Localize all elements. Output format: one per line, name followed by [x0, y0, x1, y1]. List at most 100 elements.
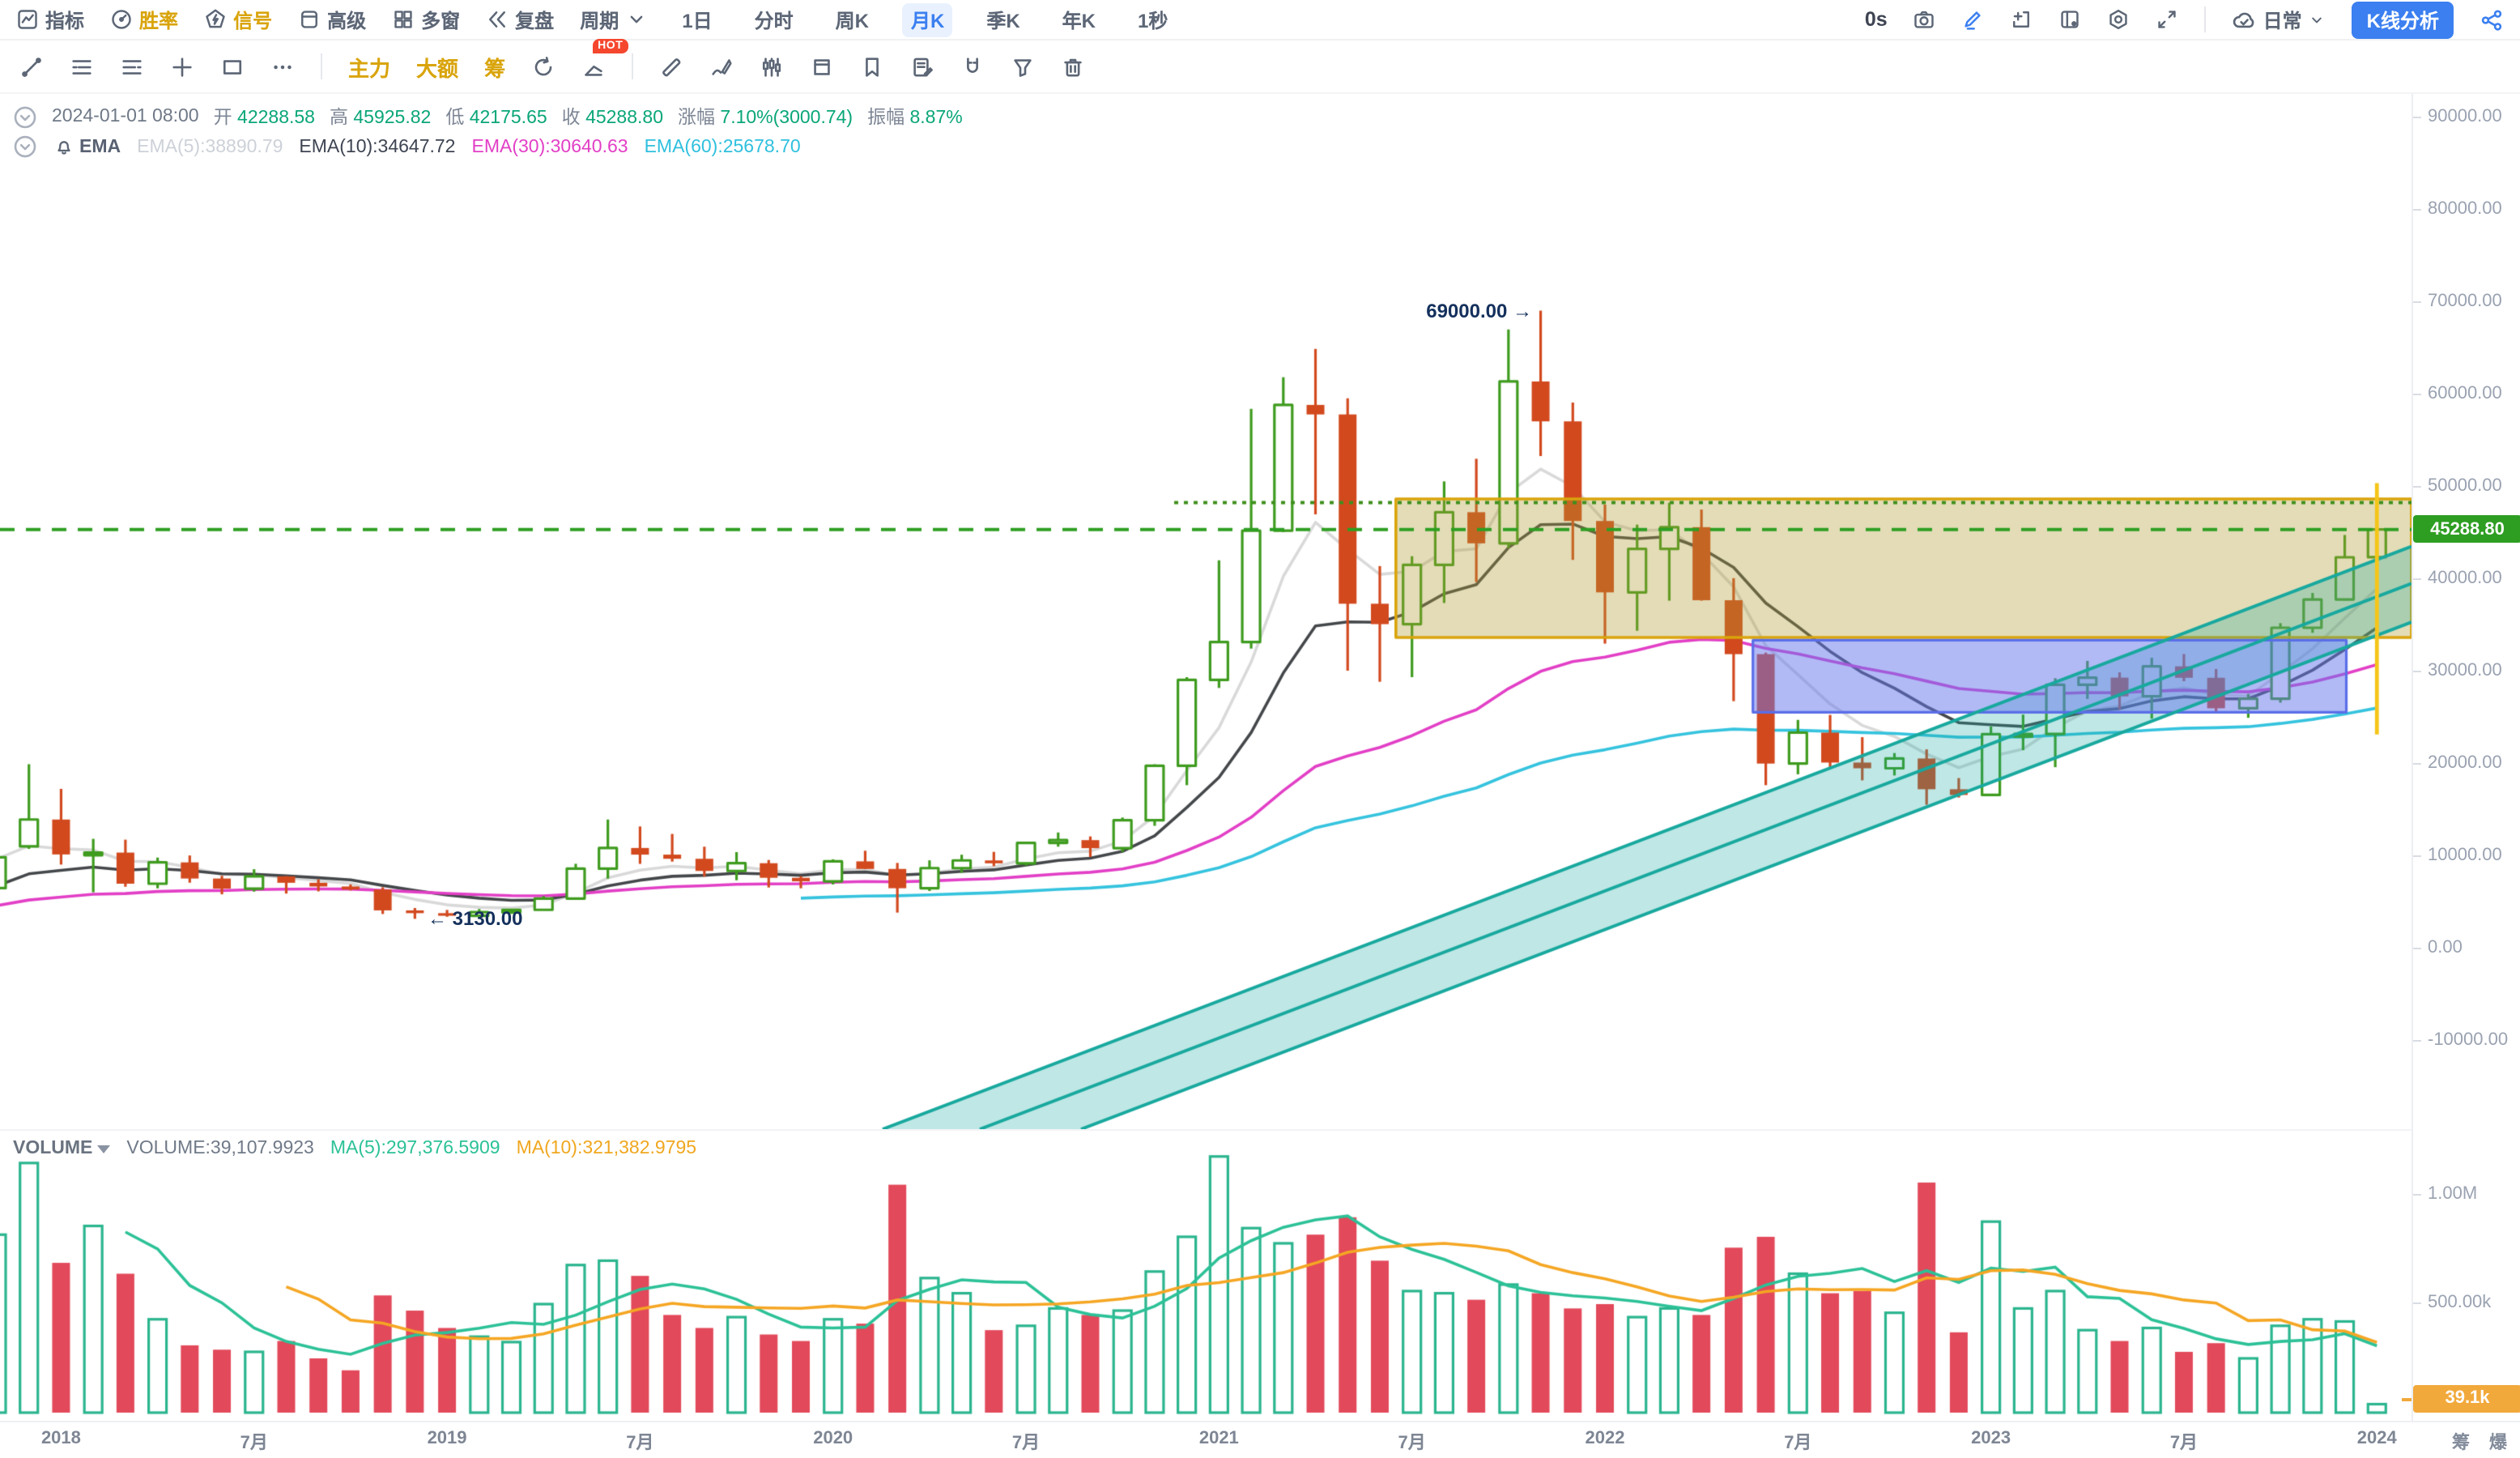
replay-icon [486, 8, 509, 31]
toolbar-item-label: 高级 [327, 9, 367, 32]
nut-icon[interactable] [2108, 8, 2131, 31]
volume-axis-label: 1.00M [2428, 1183, 2478, 1203]
toolbar-item-chips[interactable]: 筹 [484, 56, 506, 80]
toolbar-item-replay[interactable]: 复盘 [486, 6, 554, 33]
volume-dropdown[interactable]: VOLUME [13, 1139, 111, 1158]
cloud-sync-menu[interactable]: 日常 [2233, 6, 2326, 33]
tab-period-1s[interactable]: 1秒 [1138, 9, 1168, 32]
tab-period-week[interactable]: 周K [835, 9, 869, 32]
axis-tick [2413, 1194, 2421, 1196]
toolbar-item-multi-window[interactable]: 多窗 [392, 6, 460, 33]
toolbar-item-big-order[interactable]: 大额 [416, 56, 459, 80]
price-axis-label: 90000.00 [2428, 106, 2502, 126]
time-axis-label: 2020 [813, 1429, 853, 1448]
advanced-icon [298, 8, 321, 31]
tab-period-year[interactable]: 年K [1062, 9, 1096, 32]
bar-datetime: 2024-01-01 08:00 [52, 107, 199, 126]
cross-icon[interactable] [170, 54, 194, 79]
kline-analysis-button[interactable]: K线分析 [2352, 1, 2454, 38]
divider [632, 53, 634, 79]
funnel-icon[interactable] [1011, 54, 1035, 79]
toolbar-item-label: 复盘 [515, 9, 555, 32]
current-volume-tick [2402, 1398, 2411, 1401]
price-axis: 90000.00 80000.00 70000.00 60000.00 50000.00… [2402, 94, 2520, 1421]
axis-tick [2413, 1040, 2421, 1042]
ruler-icon[interactable] [659, 54, 683, 79]
box-icon[interactable] [810, 54, 834, 79]
angle-icon[interactable]: HOT [581, 38, 628, 79]
volume-axis-label: 500.00k [2428, 1292, 2492, 1311]
time-axis-label: 2021 [1198, 1429, 1239, 1448]
price-annotation-69000[interactable]: 69000.00 → [1426, 299, 1532, 322]
ohlc-pair: 低 42175.65 [445, 109, 547, 128]
panel-icon[interactable] [2059, 8, 2082, 31]
trend-line-icon[interactable] [19, 54, 44, 79]
top-toolbar: 指标 胜率 信号 高级 多窗 复盘 周期 1日 分时 周K 月K 季K 年K 1秒 0s 日常 K线分析 [0, 0, 2520, 40]
camera-icon[interactable] [1913, 8, 1936, 31]
price-axis-label: 0.00 [2428, 937, 2463, 957]
pencil-icon[interactable] [1962, 8, 1985, 31]
price-axis-label: 50000.00 [2428, 475, 2502, 495]
toolbar-right-icons [1913, 8, 2179, 31]
time-axis-label: 2023 [1971, 1429, 2011, 1448]
volume-ma10-value: MA(10):321,382.9795 [516, 1139, 697, 1158]
toolbar-item-main-force[interactable]: 主力 [348, 56, 391, 80]
multiwindow-icon [392, 8, 415, 31]
toolbar-item-period-menu[interactable]: 周期 [580, 6, 648, 33]
share-icon[interactable] [2480, 7, 2504, 32]
ohlc-pair: 开 42288.58 [213, 109, 315, 128]
collapse-chevron-icon[interactable] [13, 104, 37, 129]
volume-chart-canvas[interactable] [0, 1129, 2411, 1422]
current-price-tag: 45288.80 [2413, 515, 2520, 544]
magnet-icon[interactable] [960, 54, 985, 79]
toolbar-item-indicator[interactable]: 指标 [16, 6, 84, 33]
doc-edit-icon[interactable] [910, 54, 934, 79]
chips-toggle[interactable]: 筹 [2452, 1434, 2470, 1453]
volume-info-bar: VOLUME VOLUME:39,107.9923 MA(5):297,376.… [13, 1139, 696, 1158]
ohlc-pair: 涨幅 7.10%(3000.74) [678, 109, 853, 128]
ohlc-pair: 振幅 8.87% [867, 109, 963, 128]
time-axis-label: 2024 [2356, 1429, 2397, 1448]
pattern-icon[interactable] [760, 54, 784, 79]
main-chart-canvas[interactable] [0, 94, 2411, 1129]
toolbar-item-win-rate[interactable]: 胜率 [110, 6, 178, 33]
volume-value: VOLUME:39,107.9923 [126, 1139, 314, 1158]
burst-toggle[interactable]: 爆 [2489, 1434, 2507, 1453]
toolbar-item-signal[interactable]: 信号 [204, 6, 272, 33]
ellipsis-icon[interactable] [270, 54, 295, 79]
rect-icon[interactable] [220, 54, 245, 79]
divider [321, 53, 322, 79]
price-axis-label: 30000.00 [2428, 660, 2502, 680]
ohlc-info-bar: 2024-01-01 08:00 开 42288.58 高 45925.82 低 4… [13, 104, 963, 130]
volume-title: VOLUME [13, 1139, 93, 1158]
expand-icon[interactable] [2156, 8, 2179, 31]
add-frame-icon[interactable] [2011, 8, 2033, 31]
tab-period-1d[interactable]: 1日 [682, 9, 713, 32]
trash-icon[interactable] [1061, 54, 1085, 79]
bookmark-icon[interactable] [860, 54, 884, 79]
tab-period-month[interactable]: 月K [902, 2, 953, 36]
toolbar-item-advanced[interactable]: 高级 [298, 6, 366, 33]
tab-period-quarter[interactable]: 季K [986, 9, 1020, 32]
hot-badge: HOT [593, 38, 628, 53]
hlines2-icon[interactable] [120, 54, 144, 79]
ema-title: EMA [53, 136, 121, 157]
ohlc-values: 开 42288.58 高 45925.82 低 42175.65 收 45288.80… [214, 104, 963, 130]
collapse-chevron-icon[interactable] [13, 134, 37, 159]
axis-tick [2413, 117, 2421, 118]
tab-period-intraday[interactable]: 分时 [754, 9, 794, 32]
bell-icon[interactable] [53, 136, 74, 157]
divider [2204, 6, 2207, 32]
time-axis-label: 7月 [626, 1434, 654, 1453]
axis-tick [2413, 578, 2421, 580]
toolbar-item-label: 多窗 [421, 9, 461, 32]
pen-wave-icon[interactable] [709, 54, 734, 79]
ema-info-bar: EMA EMA(5):38890.79 EMA(10):34647.72 EMA(3… [13, 134, 801, 159]
caret-down-icon [625, 8, 648, 31]
hlines-icon[interactable] [70, 54, 94, 79]
cycle-icon[interactable] [531, 54, 556, 79]
axis-tick [2413, 855, 2421, 857]
ema-values: EMA(5):38890.79 EMA(10):34647.72 EMA(30):3… [137, 137, 801, 156]
axis-tick [2413, 948, 2421, 949]
price-annotation-3130[interactable]: ← 3130.00 [428, 907, 523, 931]
